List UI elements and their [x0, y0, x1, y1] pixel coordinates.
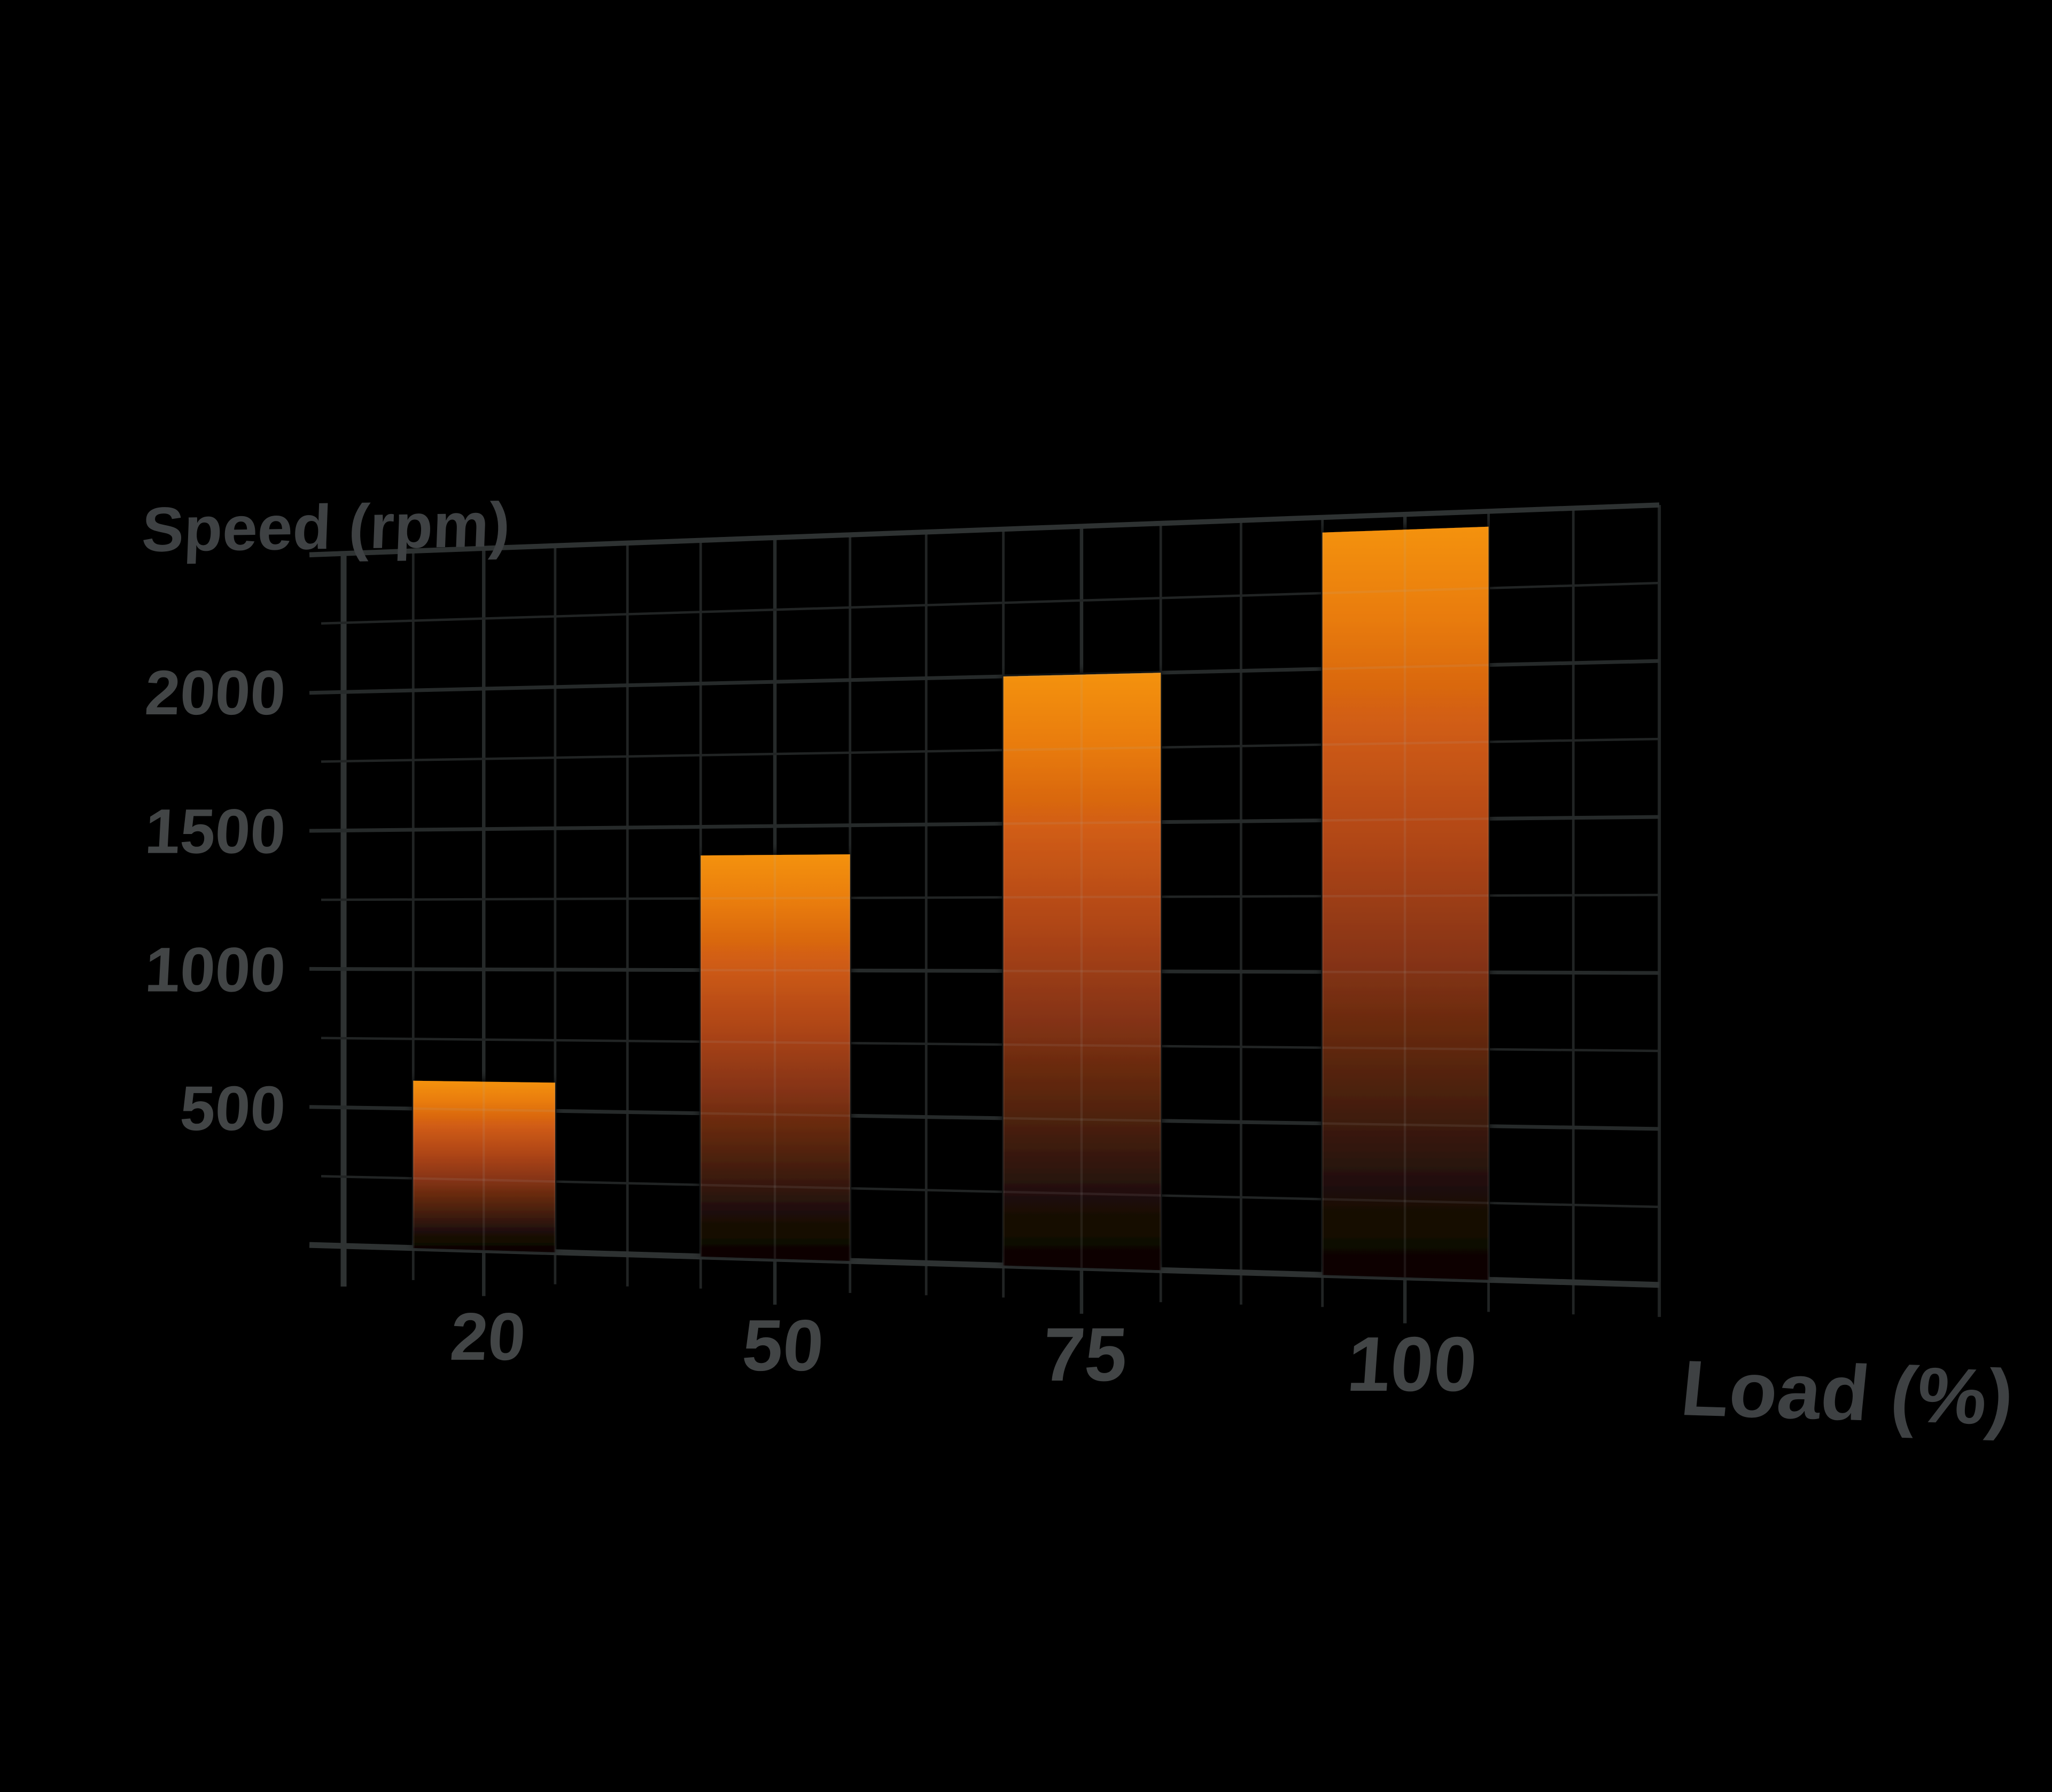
- y-major-gridline: [309, 502, 1660, 558]
- bar-50: [701, 854, 850, 1261]
- y-tick-label: 500: [178, 1073, 287, 1144]
- x-tick-label: 20: [448, 1299, 528, 1374]
- y-tick-label: 1500: [143, 796, 287, 867]
- y-tick-label: 2000: [143, 658, 287, 728]
- y-tick-labels: 500 1000 1500 2000: [143, 658, 287, 1144]
- bar-20: [413, 1080, 555, 1252]
- bar-100: [1322, 526, 1489, 1280]
- x-tick-label: 50: [740, 1305, 826, 1386]
- x-tick-labels: 20 50 75 100: [448, 1299, 1480, 1407]
- y-tick-label: 1000: [143, 935, 287, 1006]
- x-axis-title: Load (%): [1677, 1344, 2018, 1442]
- x-tick-label: 100: [1344, 1321, 1480, 1407]
- bar-75: [1003, 673, 1161, 1271]
- y-axis-title: Speed (rpm): [141, 489, 511, 565]
- x-tick-label: 75: [1040, 1312, 1130, 1397]
- x-axis-line: [309, 1242, 1660, 1288]
- bars: [413, 526, 1489, 1280]
